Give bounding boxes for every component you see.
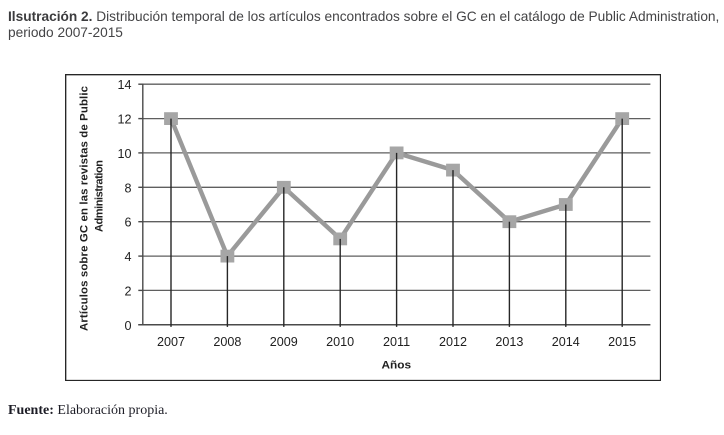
svg-text:6: 6 (124, 216, 131, 230)
svg-text:2014: 2014 (552, 335, 580, 349)
svg-text:Años: Años (382, 360, 412, 372)
svg-text:14: 14 (117, 78, 131, 92)
svg-text:2015: 2015 (608, 335, 636, 349)
svg-text:10: 10 (117, 147, 131, 161)
svg-text:2009: 2009 (270, 335, 298, 349)
svg-text:2007: 2007 (157, 335, 185, 349)
svg-text:4: 4 (124, 250, 131, 264)
svg-text:2011: 2011 (383, 335, 410, 349)
svg-text:12: 12 (117, 113, 131, 127)
svg-text:2: 2 (124, 284, 131, 298)
svg-text:2013: 2013 (495, 335, 523, 349)
svg-text:2008: 2008 (213, 335, 241, 349)
svg-text:0: 0 (124, 319, 131, 333)
svg-text:Artículos sobre GC en las revi: Artículos sobre GC en las revistas de Pu… (78, 86, 90, 331)
svg-text:2010: 2010 (326, 335, 354, 349)
svg-text:8: 8 (124, 181, 131, 195)
svg-text:Administration: Administration (93, 160, 105, 232)
svg-text:2012: 2012 (439, 335, 467, 349)
